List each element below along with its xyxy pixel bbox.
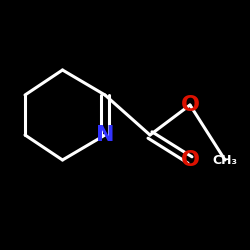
Text: N: N [96, 125, 114, 145]
Text: CH₃: CH₃ [212, 154, 238, 166]
Text: O: O [180, 150, 200, 170]
Text: O: O [180, 95, 200, 115]
